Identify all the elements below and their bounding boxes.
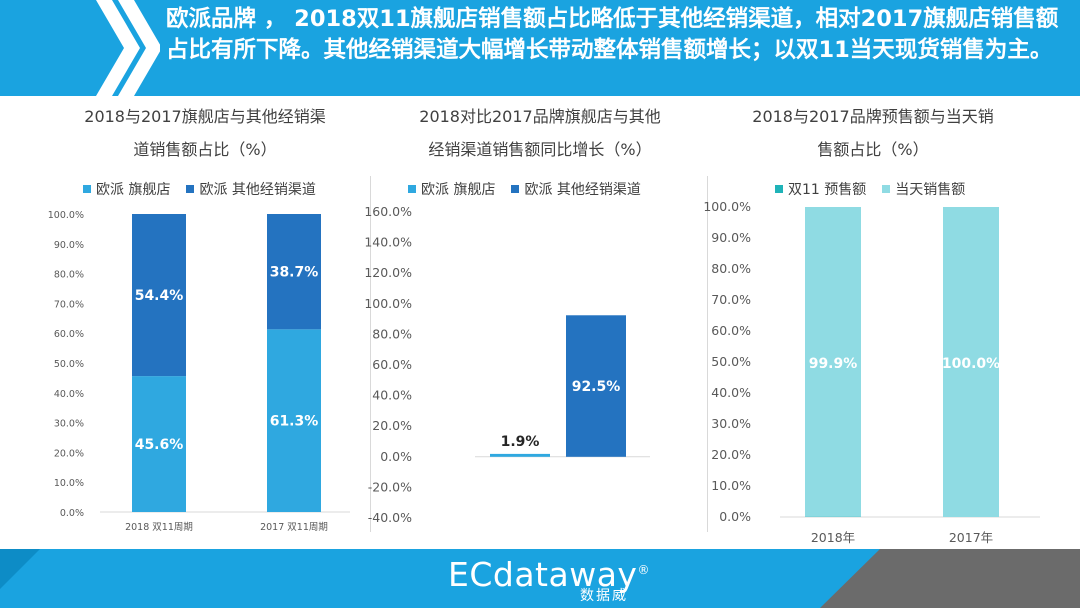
footer-logo: ECdataway® xyxy=(448,551,650,594)
y-tick-label: 60.0% xyxy=(54,329,84,340)
chart3-legend-swatch-1 xyxy=(882,185,891,193)
y-tick-label: 90.0% xyxy=(711,230,751,245)
data-label: 54.4% xyxy=(135,288,184,304)
headline: 欧派品牌 ， 2018双11旗舰店销售额占比略低于其他经销渠道，相对2017旗舰… xyxy=(166,6,1059,63)
chart1-legend: 欧派 旗舰店 欧派 其他经销渠道 xyxy=(83,179,316,199)
chart2-legend-item: 欧派 其他经销渠道 xyxy=(511,179,641,199)
category-label: 2017年 xyxy=(949,530,993,545)
chart3-title: 2018与2017品牌预售额与当天销 售额占比（%） xyxy=(708,100,1038,166)
y-tick-label: 50.0% xyxy=(54,359,84,370)
data-label: 100.0% xyxy=(942,356,1000,372)
footer-banner: ECdataway® 数据威 xyxy=(0,549,1080,608)
data-label: 92.5% xyxy=(572,379,621,395)
y-tick-label: 100.0% xyxy=(364,296,412,311)
y-tick-label: -40.0% xyxy=(368,510,412,525)
y-tick-label: 0.0% xyxy=(60,508,84,519)
footer-subtitle: 数据威 xyxy=(580,588,628,604)
y-tick-label: 80.0% xyxy=(711,261,751,276)
chart2-legend-label: 欧派 旗舰店 xyxy=(421,182,496,198)
chart1-title-line1: 2018与2017旗舰店与其他经销渠 xyxy=(84,107,326,126)
chart3-legend-item: 当天销售额 xyxy=(882,179,965,199)
y-tick-label: 20.0% xyxy=(711,447,751,462)
chart2-legend-swatch-1 xyxy=(511,185,520,193)
chart3-legend-label: 双11 预售额 xyxy=(788,182,867,198)
chart3-legend-label: 当天销售额 xyxy=(895,182,966,198)
y-tick-label: 30.0% xyxy=(711,416,751,431)
y-tick-label: 120.0% xyxy=(364,265,412,280)
chart3-stacked-bar: 0.0% 10.0% 20.0% 30.0% 40.0% 50.0% 60.0% 70.0% 8… xyxy=(703,200,1040,545)
header-banner: 欧派品牌 ， 2018双11旗舰店销售额占比略低于其他经销渠道，相对2017旗舰… xyxy=(0,0,1080,96)
y-tick-label: 90.0% xyxy=(54,240,84,251)
y-tick-label: 20.0% xyxy=(54,448,84,459)
y-tick-label: 80.0% xyxy=(54,270,84,281)
chart2-legend-swatch-0 xyxy=(408,185,416,193)
chart1-stacked-bar: 0.0% 10.0% 20.0% 30.0% 40.0% 50.0% 60.0% 70.0% 8… xyxy=(48,210,350,533)
divider-left xyxy=(370,176,371,532)
footer-logo-text: ECdataway xyxy=(448,555,638,594)
bar xyxy=(566,315,626,457)
category-label: 2017 双11周期 xyxy=(260,522,328,533)
chart2-title-line1: 2018对比2017品牌旗舰店与其他 xyxy=(419,107,661,126)
y-tick-label: 100.0% xyxy=(703,200,751,214)
category-label: 2018 双11周期 xyxy=(125,522,193,533)
y-tick-label: 140.0% xyxy=(364,235,412,250)
chart3-legend: 双11 预售额 当天销售额 xyxy=(775,179,965,199)
chart2-title-line2: 经销渠道销售额同比增长（%） xyxy=(428,140,652,159)
y-tick-label: 70.0% xyxy=(711,292,751,307)
y-tick-label: 40.0% xyxy=(54,389,84,400)
chart1-title: 2018与2017旗舰店与其他经销渠 道销售额占比（%） xyxy=(40,100,370,166)
y-tick-label: 0.0% xyxy=(719,509,751,524)
divider-right xyxy=(707,176,708,532)
chart1-title-line2: 道销售额占比（%） xyxy=(133,140,277,159)
bar-segment xyxy=(267,214,321,330)
y-tick-label: 30.0% xyxy=(54,419,84,430)
chart1-legend-label: 欧派 旗舰店 xyxy=(96,182,171,198)
bar-segment xyxy=(132,376,186,512)
chart1-legend-item: 欧派 旗舰店 xyxy=(83,179,170,199)
y-tick-label: 50.0% xyxy=(711,354,751,369)
y-tick-label: 160.0% xyxy=(364,204,412,219)
chart2-bar: -40.0% -20.0% 0.0% 20.0% 40.0% 60.0% 80.0% 100.… xyxy=(364,204,650,525)
y-tick-label: 0.0% xyxy=(380,449,412,464)
footer-accent-shape xyxy=(0,549,1080,608)
chart3-legend-item: 双11 预售额 xyxy=(775,179,866,199)
data-label: 61.3% xyxy=(270,414,319,430)
category-label: 2018年 xyxy=(811,530,855,545)
bar-segment xyxy=(805,207,861,517)
y-tick-label: 80.0% xyxy=(372,326,412,341)
y-tick-label: 40.0% xyxy=(372,388,412,403)
y-tick-label: 10.0% xyxy=(711,478,751,493)
bar-segment xyxy=(943,207,999,517)
chart2-legend-label: 欧派 其他经销渠道 xyxy=(524,182,641,198)
data-label: 38.7% xyxy=(270,265,319,281)
chart2-title: 2018对比2017品牌旗舰店与其他 经销渠道销售额同比增长（%） xyxy=(375,100,705,166)
chart2-legend: 欧派 旗舰店 欧派 其他经销渠道 xyxy=(408,179,641,199)
y-tick-label: 60.0% xyxy=(372,357,412,372)
footer-registered-mark: ® xyxy=(637,563,650,577)
y-tick-label: 60.0% xyxy=(711,323,751,338)
chart1-legend-label: 欧派 其他经销渠道 xyxy=(199,182,316,198)
data-label: 99.9% xyxy=(809,356,858,372)
chart2-legend-item: 欧派 旗舰店 xyxy=(408,179,495,199)
y-tick-label: -20.0% xyxy=(368,479,412,494)
chart3-title-line1: 2018与2017品牌预售额与当天销 xyxy=(752,107,994,126)
y-tick-label: 40.0% xyxy=(711,385,751,400)
chart3-title-line2: 售额占比（%） xyxy=(817,140,929,159)
y-tick-label: 10.0% xyxy=(54,478,84,489)
chart1-legend-item: 欧派 其他经销渠道 xyxy=(186,179,316,199)
chevron-arrows-icon xyxy=(96,0,160,96)
chart1-legend-swatch-0 xyxy=(83,185,91,193)
bar-segment xyxy=(132,214,186,377)
data-label: 1.9% xyxy=(501,434,540,450)
bar-segment xyxy=(267,329,321,512)
y-tick-label: 20.0% xyxy=(372,418,412,433)
y-tick-label: 100.0% xyxy=(48,210,84,221)
data-label: 45.6% xyxy=(135,437,184,453)
y-tick-label: 70.0% xyxy=(54,299,84,310)
bar xyxy=(490,453,550,457)
chart1-legend-swatch-1 xyxy=(186,185,195,193)
chart3-legend-swatch-0 xyxy=(775,185,783,193)
